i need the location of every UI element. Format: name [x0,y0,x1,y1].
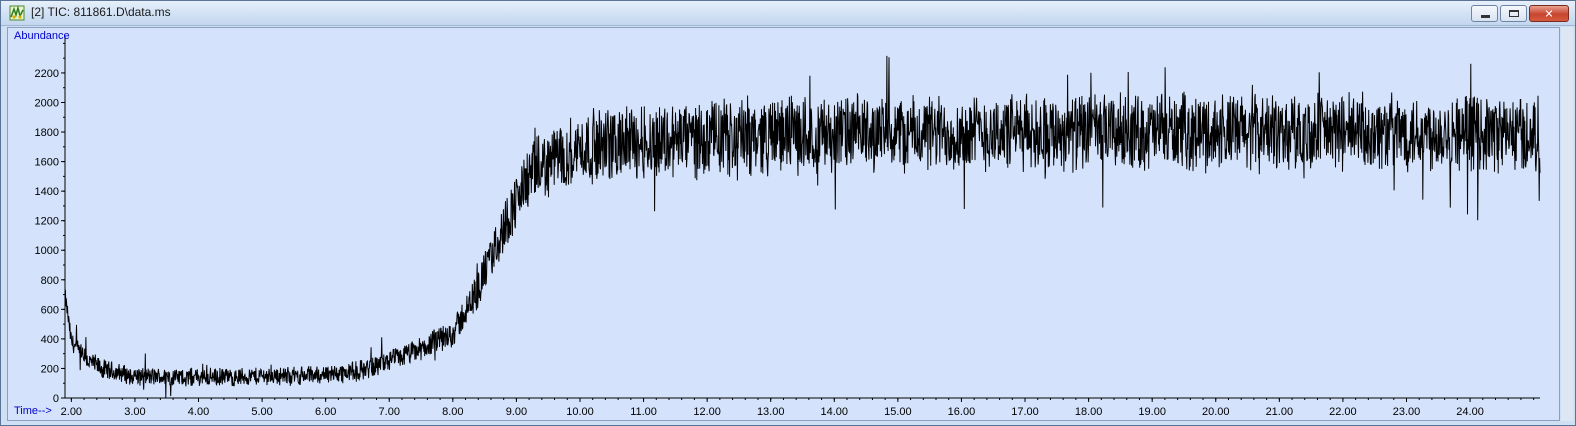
x-tick-label: 18.00 [1075,406,1103,418]
y-tick-label: 1200 [35,216,59,228]
x-tick-label: 19.00 [1138,406,1166,418]
x-tick-label: 13.00 [757,406,785,418]
x-tick-label: 6.00 [315,406,336,418]
x-tick-label: 15.00 [884,406,912,418]
y-tick-label: 800 [41,275,59,287]
x-tick-label: 22.00 [1329,406,1357,418]
y-tick-label: 600 [41,304,59,316]
y-tick-label: 1600 [35,157,59,169]
x-tick-label: 16.00 [948,406,976,418]
trace-layer [64,55,1541,399]
tic-chromatogram-chart: 0 200 400 600 800 1000 1200 1400 1600 1800 2000 220… [14,30,1541,418]
close-icon: ✕ [1544,7,1554,20]
maximize-icon [1509,10,1519,17]
x-tick-label: 7.00 [379,406,400,418]
plot-area[interactable]: 0 200 400 600 800 1000 1200 1400 1600 1800 2000 220… [7,27,1560,421]
y-tick-label: 1000 [35,245,59,257]
x-tick-label: 10.00 [566,406,594,418]
x-tick-label: 12.00 [693,406,721,418]
x-tick-label: 5.00 [251,406,272,418]
tic-trace-line [64,55,1541,399]
x-tick-label: 9.00 [506,406,527,418]
x-tick-label: 17.00 [1011,406,1039,418]
y-tick-label: 200 [41,363,59,375]
x-tick-label: 2.00 [61,406,82,418]
x-tick-label: 20.00 [1202,406,1230,418]
x-tick-label: 21.00 [1266,406,1294,418]
x-axis-label: Time--> [14,405,52,417]
y-axis-label: Abundance [14,30,70,42]
y-tick-label: 2200 [35,68,59,80]
y-tick-label: 400 [41,334,59,346]
vertical-scrollbar[interactable] [1561,27,1573,421]
x-tick-label: 11.00 [630,406,657,418]
maximize-button[interactable] [1500,5,1527,22]
minimize-icon [1481,15,1490,18]
title-bar[interactable]: [2] TIC: 811861.D\data.ms ✕ [1,1,1575,26]
chromatogram-app-icon [9,5,25,21]
window-title: [2] TIC: 811861.D\data.ms [31,5,171,19]
x-tick-label: 4.00 [188,406,209,418]
axes-layer: 0 200 400 600 800 1000 1200 1400 1600 1800 2000 220… [35,36,1540,418]
x-tick-label: 23.00 [1393,406,1421,418]
y-tick-label: 0 [53,393,59,405]
x-tick-label: 8.00 [442,406,463,418]
x-tick-label: 24.00 [1456,406,1484,418]
close-button[interactable]: ✕ [1529,5,1569,22]
x-tick-label: 3.00 [124,406,145,418]
y-tick-label: 1400 [35,186,59,198]
y-tick-label: 1800 [35,127,59,139]
x-tick-label: 14.00 [821,406,849,418]
minimize-button[interactable] [1471,5,1498,22]
window-controls: ✕ [1471,5,1569,22]
y-tick-label: 2000 [35,97,59,109]
